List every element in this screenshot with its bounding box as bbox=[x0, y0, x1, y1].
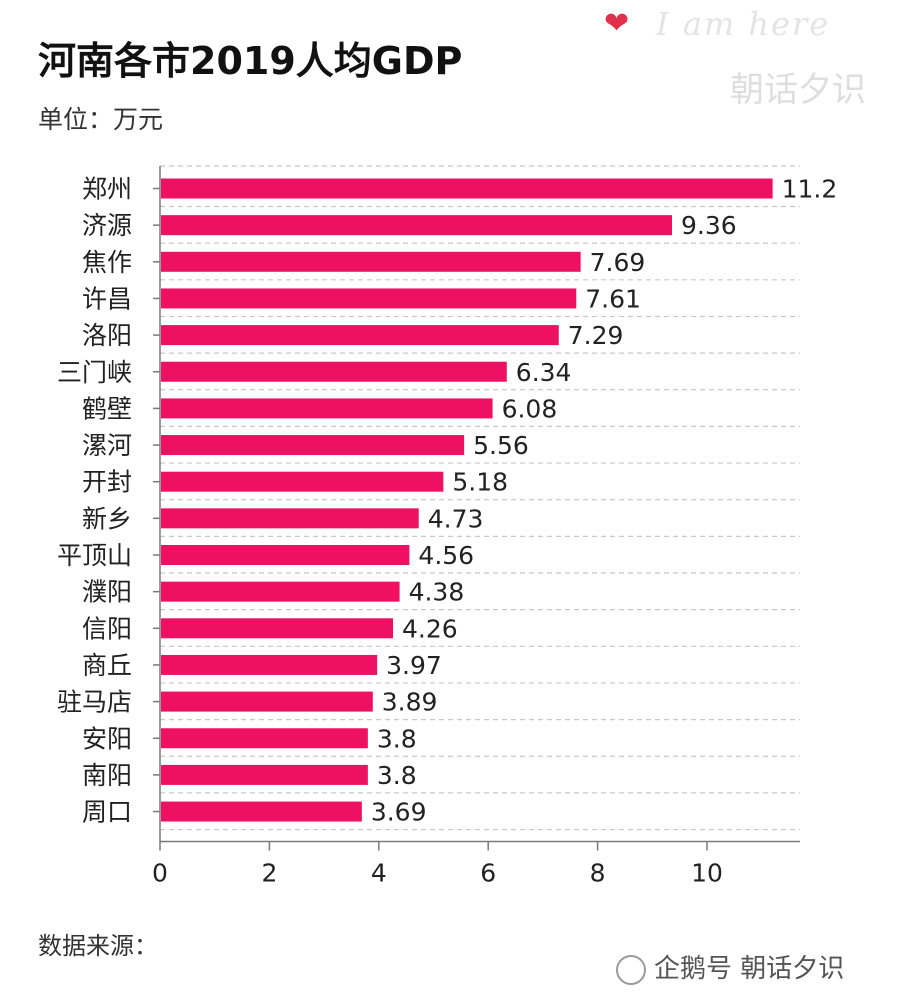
bar bbox=[161, 288, 577, 309]
bar bbox=[161, 764, 368, 785]
data-label: 7.29 bbox=[568, 321, 624, 350]
data-label: 3.97 bbox=[386, 651, 442, 680]
x-tick-label: 6 bbox=[480, 859, 496, 888]
category-label: 安阳 bbox=[82, 724, 132, 753]
bar bbox=[161, 178, 773, 199]
bar bbox=[161, 325, 559, 346]
category-label: 漯河 bbox=[82, 431, 132, 460]
category-label: 济源 bbox=[82, 211, 132, 240]
x-tick-label: 8 bbox=[590, 859, 606, 888]
penguin-icon bbox=[616, 954, 646, 985]
chart-subtitle: 单位：万元 bbox=[38, 105, 164, 134]
data-label: 7.69 bbox=[590, 248, 646, 277]
category-label: 洛阳 bbox=[82, 321, 132, 350]
category-label: 濮阳 bbox=[82, 578, 132, 607]
data-label: 11.2 bbox=[782, 175, 838, 204]
bar bbox=[161, 581, 400, 602]
bar bbox=[161, 471, 444, 492]
data-label: 7.61 bbox=[585, 284, 641, 313]
category-label: 南阳 bbox=[82, 761, 132, 790]
category-label: 新乡 bbox=[82, 504, 132, 533]
watermark-bottom: 企鹅号 朝话夕识 bbox=[616, 948, 844, 988]
bar bbox=[161, 435, 465, 456]
bar bbox=[161, 398, 493, 419]
data-label: 3.8 bbox=[377, 724, 417, 753]
data-label: 3.69 bbox=[371, 798, 427, 827]
category-label: 商丘 bbox=[82, 651, 132, 680]
x-tick-label: 2 bbox=[261, 859, 277, 888]
bar bbox=[161, 508, 419, 529]
data-label: 3.8 bbox=[377, 761, 417, 790]
x-tick-label: 10 bbox=[691, 859, 723, 888]
category-label: 焦作 bbox=[82, 248, 132, 277]
watermark-bottom-text: 企鹅号 朝话夕识 bbox=[654, 954, 845, 984]
category-label: 平顶山 bbox=[57, 541, 132, 570]
watermark-top: ❤ I am here bbox=[604, 6, 894, 46]
data-label: 4.73 bbox=[428, 504, 484, 533]
heart-icon: ❤ bbox=[604, 6, 630, 41]
data-label: 4.56 bbox=[418, 541, 474, 570]
category-label: 开封 bbox=[82, 468, 132, 497]
bar bbox=[161, 251, 581, 272]
data-label: 9.36 bbox=[681, 211, 737, 240]
watermark-name: 朝话夕识 bbox=[730, 70, 866, 110]
bar bbox=[161, 691, 373, 712]
category-label: 鹤壁 bbox=[82, 394, 132, 423]
chart-title: 河南各市2019人均GDP bbox=[38, 39, 463, 83]
watermark-script: I am here bbox=[656, 5, 831, 43]
data-label: 6.08 bbox=[502, 394, 558, 423]
bar bbox=[161, 361, 507, 382]
category-label: 信阳 bbox=[82, 614, 132, 643]
bar bbox=[161, 618, 394, 639]
x-tick-label: 4 bbox=[371, 859, 387, 888]
data-label: 4.38 bbox=[409, 578, 465, 607]
data-label: 6.34 bbox=[516, 358, 572, 387]
category-label: 驻马店 bbox=[57, 688, 132, 717]
category-label: 周口 bbox=[82, 798, 132, 827]
data-label: 5.56 bbox=[473, 431, 529, 460]
bar bbox=[161, 215, 672, 236]
data-label: 5.18 bbox=[452, 468, 508, 497]
bar bbox=[161, 801, 362, 822]
category-label: 郑州 bbox=[82, 175, 132, 204]
bar bbox=[161, 545, 410, 565]
category-label: 许昌 bbox=[82, 284, 132, 313]
data-label: 3.89 bbox=[382, 688, 438, 717]
bar bbox=[161, 654, 378, 675]
category-label: 三门峡 bbox=[57, 358, 132, 387]
bar bbox=[161, 728, 368, 749]
x-tick-label: 0 bbox=[152, 859, 168, 888]
data-label: 4.26 bbox=[402, 614, 458, 643]
data-source-label: 数据来源： bbox=[38, 932, 158, 960]
